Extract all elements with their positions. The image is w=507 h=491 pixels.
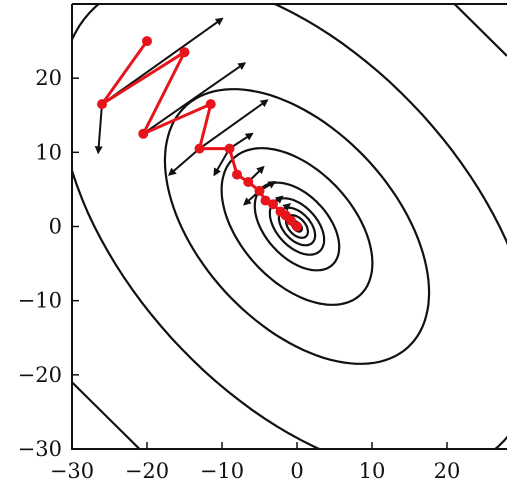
x-tick-label: −20 (125, 459, 169, 483)
descent-point-1 (142, 36, 152, 46)
descent-point-12 (268, 199, 278, 209)
x-tick-label: 10 (359, 459, 386, 483)
x-tick-label: 0 (290, 459, 303, 483)
gradient-arrow-2 (98, 104, 102, 152)
x-tick-label: 20 (434, 459, 461, 483)
descent-path (97, 36, 302, 231)
x-tick-label: −10 (200, 459, 244, 483)
descent-point-6 (195, 144, 205, 154)
descent-point-10 (255, 186, 265, 196)
descent-point-4 (138, 129, 148, 139)
descent-point-2 (97, 99, 107, 109)
descent-point-3 (180, 47, 190, 57)
descent-point-5 (206, 99, 216, 109)
y-tick-label: −10 (18, 289, 62, 313)
descent-point-16 (292, 222, 302, 232)
y-tick-label: −30 (18, 437, 62, 461)
outer-contour-segment-2 (455, 4, 507, 56)
axis-frame (72, 4, 507, 449)
y-tick-label: 20 (35, 66, 62, 90)
x-tick-label: −30 (50, 459, 94, 483)
gradient-arrow-5 (170, 149, 200, 175)
y-tick-label: 10 (35, 140, 62, 164)
axes: −30 −20 −10 0 10 20 −30 −20 −10 0 10 20 (18, 4, 507, 483)
y-tick-label: −20 (18, 363, 62, 387)
descent-point-9 (243, 177, 253, 187)
outer-contour-segment-1 (72, 382, 140, 449)
gradient-arrows (98, 19, 289, 212)
y-tick-label: 0 (49, 215, 62, 239)
descent-point-7 (225, 144, 235, 154)
descent-point-8 (232, 170, 242, 180)
gradient-arrow-3 (143, 63, 244, 133)
